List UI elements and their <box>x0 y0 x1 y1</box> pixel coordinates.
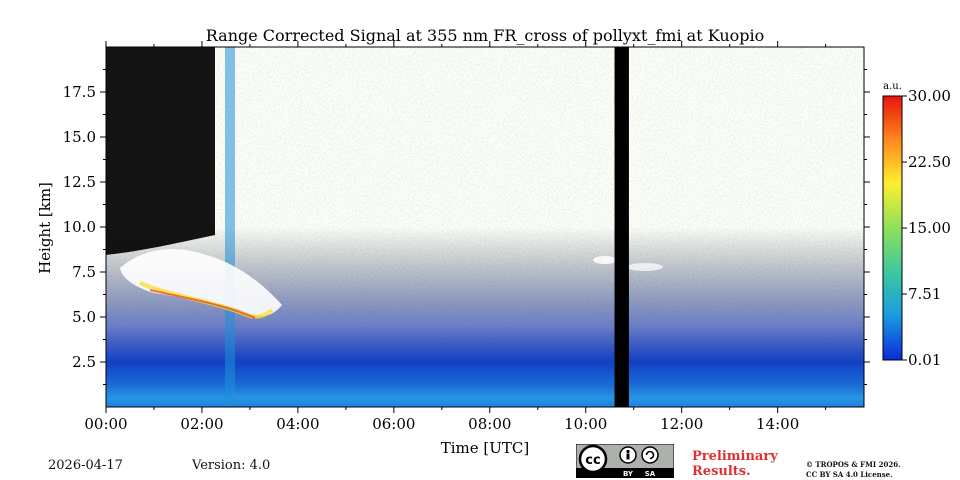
chart-title: Range Corrected Signal at 355 nm FR_cros… <box>206 26 765 45</box>
y-tick-label: 10.0 <box>63 218 96 236</box>
x-axis-label: Time [UTC] <box>441 439 530 457</box>
sa-label: SA <box>645 470 656 478</box>
cloud-patch-midday <box>593 256 617 264</box>
x-tick-label: 10:00 <box>564 415 607 433</box>
preliminary-line-1: Preliminary <box>692 449 778 464</box>
cloud-edge-red <box>149 289 256 319</box>
colorbar-scale <box>882 95 903 361</box>
sa-share-arrow <box>645 450 655 460</box>
sa-share-icon <box>641 446 659 464</box>
cc-license-badge[interactable]: cc BY SA <box>576 444 674 478</box>
x-tick-label: 06:00 <box>372 415 415 433</box>
x-tick-label: 12:00 <box>660 415 703 433</box>
copyright-notice: © TROPOS & FMI 2026. CC BY SA 4.0 Licens… <box>806 460 901 480</box>
colorbar-label: a.u. <box>883 81 902 92</box>
y-tick-label: 15.0 <box>63 128 96 146</box>
y-tick-label: 17.5 <box>63 83 96 101</box>
y-tick-label: 5.0 <box>72 308 96 326</box>
copyright-line-2: CC BY SA 4.0 License. <box>806 470 893 479</box>
preliminary-line-2: Results. <box>692 464 751 479</box>
preliminary-results-notice: Preliminary Results. <box>692 449 778 479</box>
x-tick-label: 02:00 <box>180 415 223 433</box>
by-label: BY <box>623 470 634 478</box>
colorbar-tick-label: 30.00 <box>908 87 951 105</box>
copyright-line-1: © TROPOS & FMI 2026. <box>806 460 901 469</box>
x-tick-label: 00:00 <box>84 415 127 433</box>
early-morning-dark-region <box>106 47 215 255</box>
colorbar-tick-label: 0.01 <box>908 351 941 369</box>
x-tick-label: 04:00 <box>276 415 319 433</box>
colorbar-tick-label: 15.00 <box>908 219 951 237</box>
boundary-layer-signal <box>106 227 864 407</box>
colorbar-tick-label: 7.51 <box>908 285 941 303</box>
heatmap-plot <box>106 47 864 407</box>
x-tick-label: 08:00 <box>468 415 511 433</box>
footer-date: 2026-04-17 <box>48 458 123 473</box>
no-data-gap <box>614 47 629 407</box>
cloud-patch-afternoon <box>627 263 663 271</box>
y-tick-label: 7.5 <box>72 263 96 281</box>
profile-stripe <box>225 47 235 407</box>
cc-badge-bottom-band <box>576 468 674 478</box>
x-tick-label: 14:00 <box>756 415 799 433</box>
y-tick-label: 12.5 <box>63 173 96 191</box>
by-person-head <box>626 449 630 454</box>
footer-version: Version: 4.0 <box>192 458 271 473</box>
by-person-body <box>626 453 630 460</box>
y-axis-label: Height [km] <box>36 182 54 274</box>
cc-icon <box>578 444 608 474</box>
colorbar-tick-label: 22.50 <box>908 153 951 171</box>
cc-icon-label: cc <box>585 453 600 468</box>
cloud-layer <box>120 248 282 317</box>
y-tick-label: 2.5 <box>72 353 96 371</box>
